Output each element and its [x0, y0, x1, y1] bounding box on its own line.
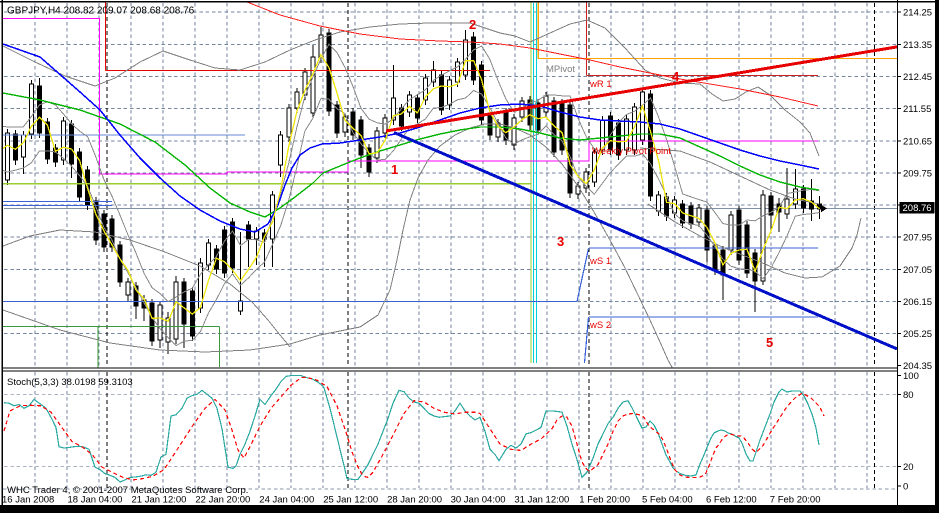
- svg-text:206.15: 206.15: [903, 297, 932, 308]
- svg-text:7 Feb 20:00: 7 Feb 20:00: [770, 495, 821, 506]
- svg-text:21 Jan 12:00: 21 Jan 12:00: [132, 495, 187, 506]
- svg-text:214.25: 214.25: [903, 8, 932, 19]
- svg-text:wR 1: wR 1: [589, 79, 612, 90]
- svg-text:100: 100: [903, 371, 919, 382]
- svg-text:GBPJPY,H4 208.82 209.07 208.6: GBPJPY,H4 208.82 209.07 208.68 208.76: [7, 6, 195, 17]
- svg-text:5: 5: [766, 335, 773, 350]
- svg-text:209.75: 209.75: [903, 169, 932, 180]
- svg-text:4: 4: [672, 69, 680, 84]
- svg-text:0: 0: [903, 481, 908, 492]
- svg-text:30 Jan 04:00: 30 Jan 04:00: [451, 495, 506, 506]
- svg-text:1: 1: [391, 162, 398, 177]
- svg-text:20: 20: [903, 462, 914, 473]
- svg-text:WHC Trader 4, © 2001-2007 Meta: WHC Trader 4, © 2001-2007 MetaQuotes Sof…: [7, 485, 248, 496]
- svg-text:Weekly Pivot Point: Weekly Pivot Point: [592, 146, 671, 157]
- svg-text:16 Jan 2008: 16 Jan 2008: [2, 495, 54, 506]
- svg-text:2: 2: [469, 17, 476, 32]
- svg-text:25 Jan 12:00: 25 Jan 12:00: [323, 495, 378, 506]
- svg-text:wS 2: wS 2: [589, 320, 611, 331]
- svg-text:24 Jan 04:00: 24 Jan 04:00: [259, 495, 314, 506]
- svg-text:wS 1: wS 1: [589, 256, 611, 267]
- svg-text:6 Feb 12:00: 6 Feb 12:00: [706, 495, 757, 506]
- svg-text:213.35: 213.35: [903, 40, 932, 51]
- svg-text:3: 3: [557, 234, 564, 249]
- svg-text:207.05: 207.05: [903, 265, 932, 276]
- svg-text:207.95: 207.95: [903, 233, 932, 244]
- svg-text:MPivot: MPivot: [546, 64, 575, 75]
- svg-text:210.65: 210.65: [903, 136, 932, 147]
- svg-text:5 Feb 04:00: 5 Feb 04:00: [642, 495, 693, 506]
- svg-text:22 Jan 20:00: 22 Jan 20:00: [195, 495, 250, 506]
- svg-text:1 Feb 20:00: 1 Feb 20:00: [579, 495, 630, 506]
- svg-text:31 Jan 12:00: 31 Jan 12:00: [514, 495, 569, 506]
- svg-text:28 Jan 20:00: 28 Jan 20:00: [387, 495, 442, 506]
- svg-text:208.76: 208.76: [903, 203, 932, 214]
- svg-text:Stoch(5,3,3) 38.0198 59.3103: Stoch(5,3,3) 38.0198 59.3103: [7, 377, 133, 388]
- svg-text:204.35: 204.35: [903, 361, 932, 372]
- svg-text:211.55: 211.55: [903, 104, 931, 115]
- svg-text:205.25: 205.25: [903, 329, 932, 340]
- svg-text:18 Jan 04:00: 18 Jan 04:00: [68, 495, 123, 506]
- svg-text:80: 80: [903, 390, 914, 401]
- svg-text:212.45: 212.45: [903, 72, 932, 83]
